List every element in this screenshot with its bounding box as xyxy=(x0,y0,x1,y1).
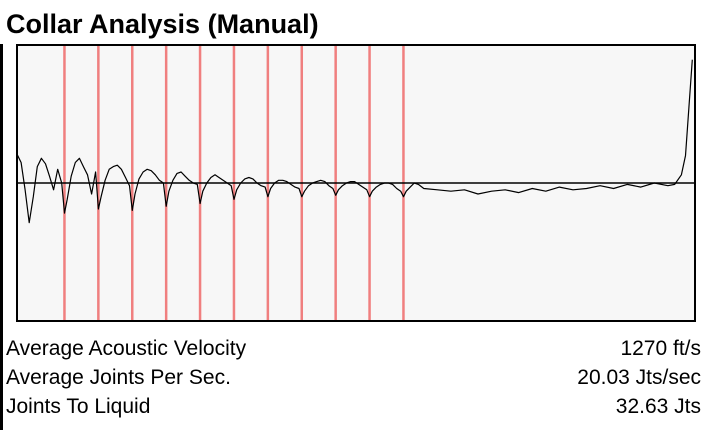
collar-analysis-plot[interactable] xyxy=(16,44,696,322)
stat-value: 1270 ft/s xyxy=(620,337,701,360)
stat-row-joints-to-liquid: Joints To Liquid 32.63 Jts xyxy=(6,392,703,421)
stat-label: Joints To Liquid xyxy=(6,395,151,418)
stat-value: 32.63 Jts xyxy=(615,395,701,418)
panel-left-border xyxy=(0,44,3,430)
stats-panel: Average Acoustic Velocity 1270 ft/s Aver… xyxy=(6,334,703,421)
stat-row-velocity: Average Acoustic Velocity 1270 ft/s xyxy=(6,334,703,363)
acoustic-trace-chart[interactable] xyxy=(16,44,696,322)
stat-row-joints-per-sec: Average Joints Per Sec. 20.03 Jts/sec xyxy=(6,363,703,392)
stat-label: Average Joints Per Sec. xyxy=(6,366,231,389)
panel-title: Collar Analysis (Manual) xyxy=(6,9,319,39)
stat-label: Average Acoustic Velocity xyxy=(6,337,247,360)
plot-frame xyxy=(16,44,696,322)
stat-value: 20.03 Jts/sec xyxy=(577,366,701,389)
acoustic-trace xyxy=(16,59,693,224)
